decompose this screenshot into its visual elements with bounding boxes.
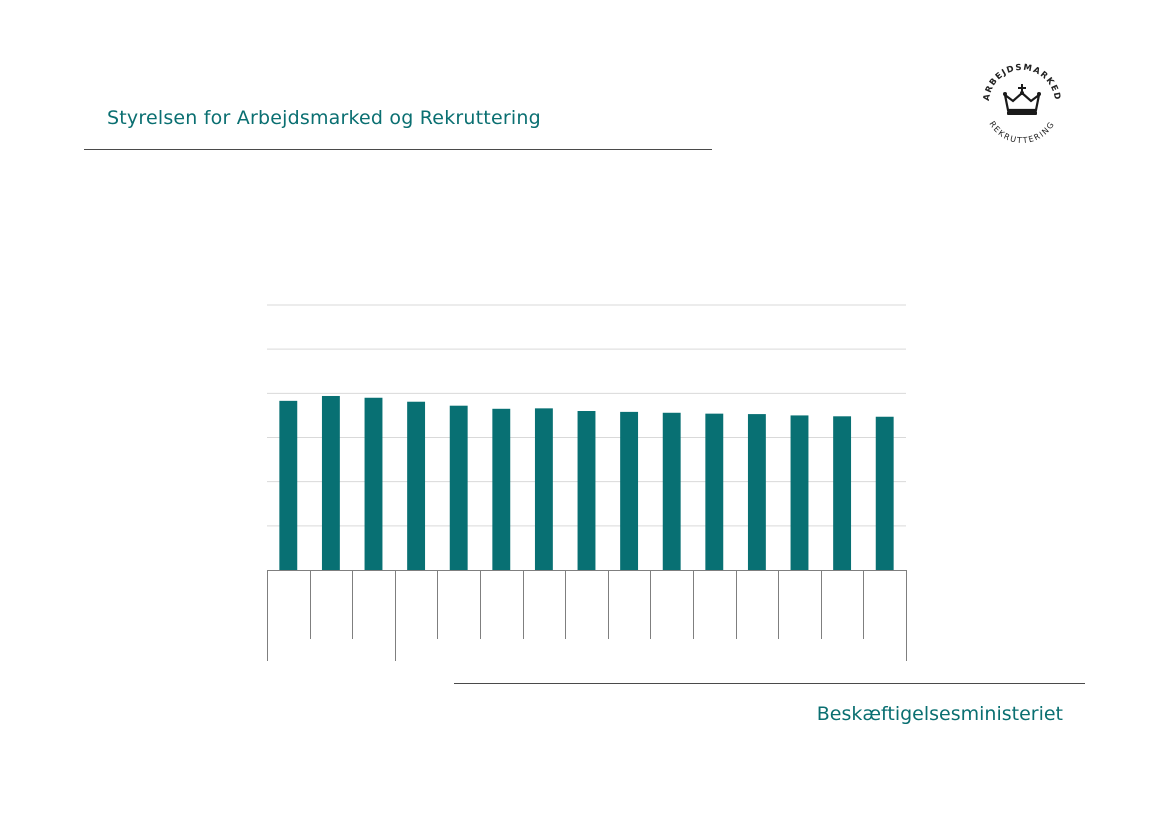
- footer-divider: [454, 683, 1085, 684]
- bar: [705, 413, 724, 570]
- agency-logo: ARBEJDSMARKED REKRUTTERING: [982, 63, 1061, 145]
- bar: [747, 414, 766, 570]
- bar: [407, 401, 426, 570]
- bar: [449, 405, 468, 570]
- bar: [279, 400, 298, 570]
- page-title: Styrelsen for Arbejdsmarked og Rekrutter…: [107, 107, 541, 129]
- bar: [577, 411, 596, 570]
- bar: [492, 408, 511, 570]
- header-divider: [84, 149, 712, 150]
- bar: [534, 408, 553, 570]
- bar: [875, 416, 894, 570]
- bar: [790, 415, 809, 570]
- bar: [620, 411, 639, 570]
- crown-icon: [1003, 84, 1041, 115]
- ministry-name: Beskæftigelsesministeriet: [816, 703, 1063, 725]
- bar: [662, 412, 681, 570]
- bar: [833, 416, 852, 570]
- bar: [321, 395, 340, 570]
- bar: [364, 397, 383, 570]
